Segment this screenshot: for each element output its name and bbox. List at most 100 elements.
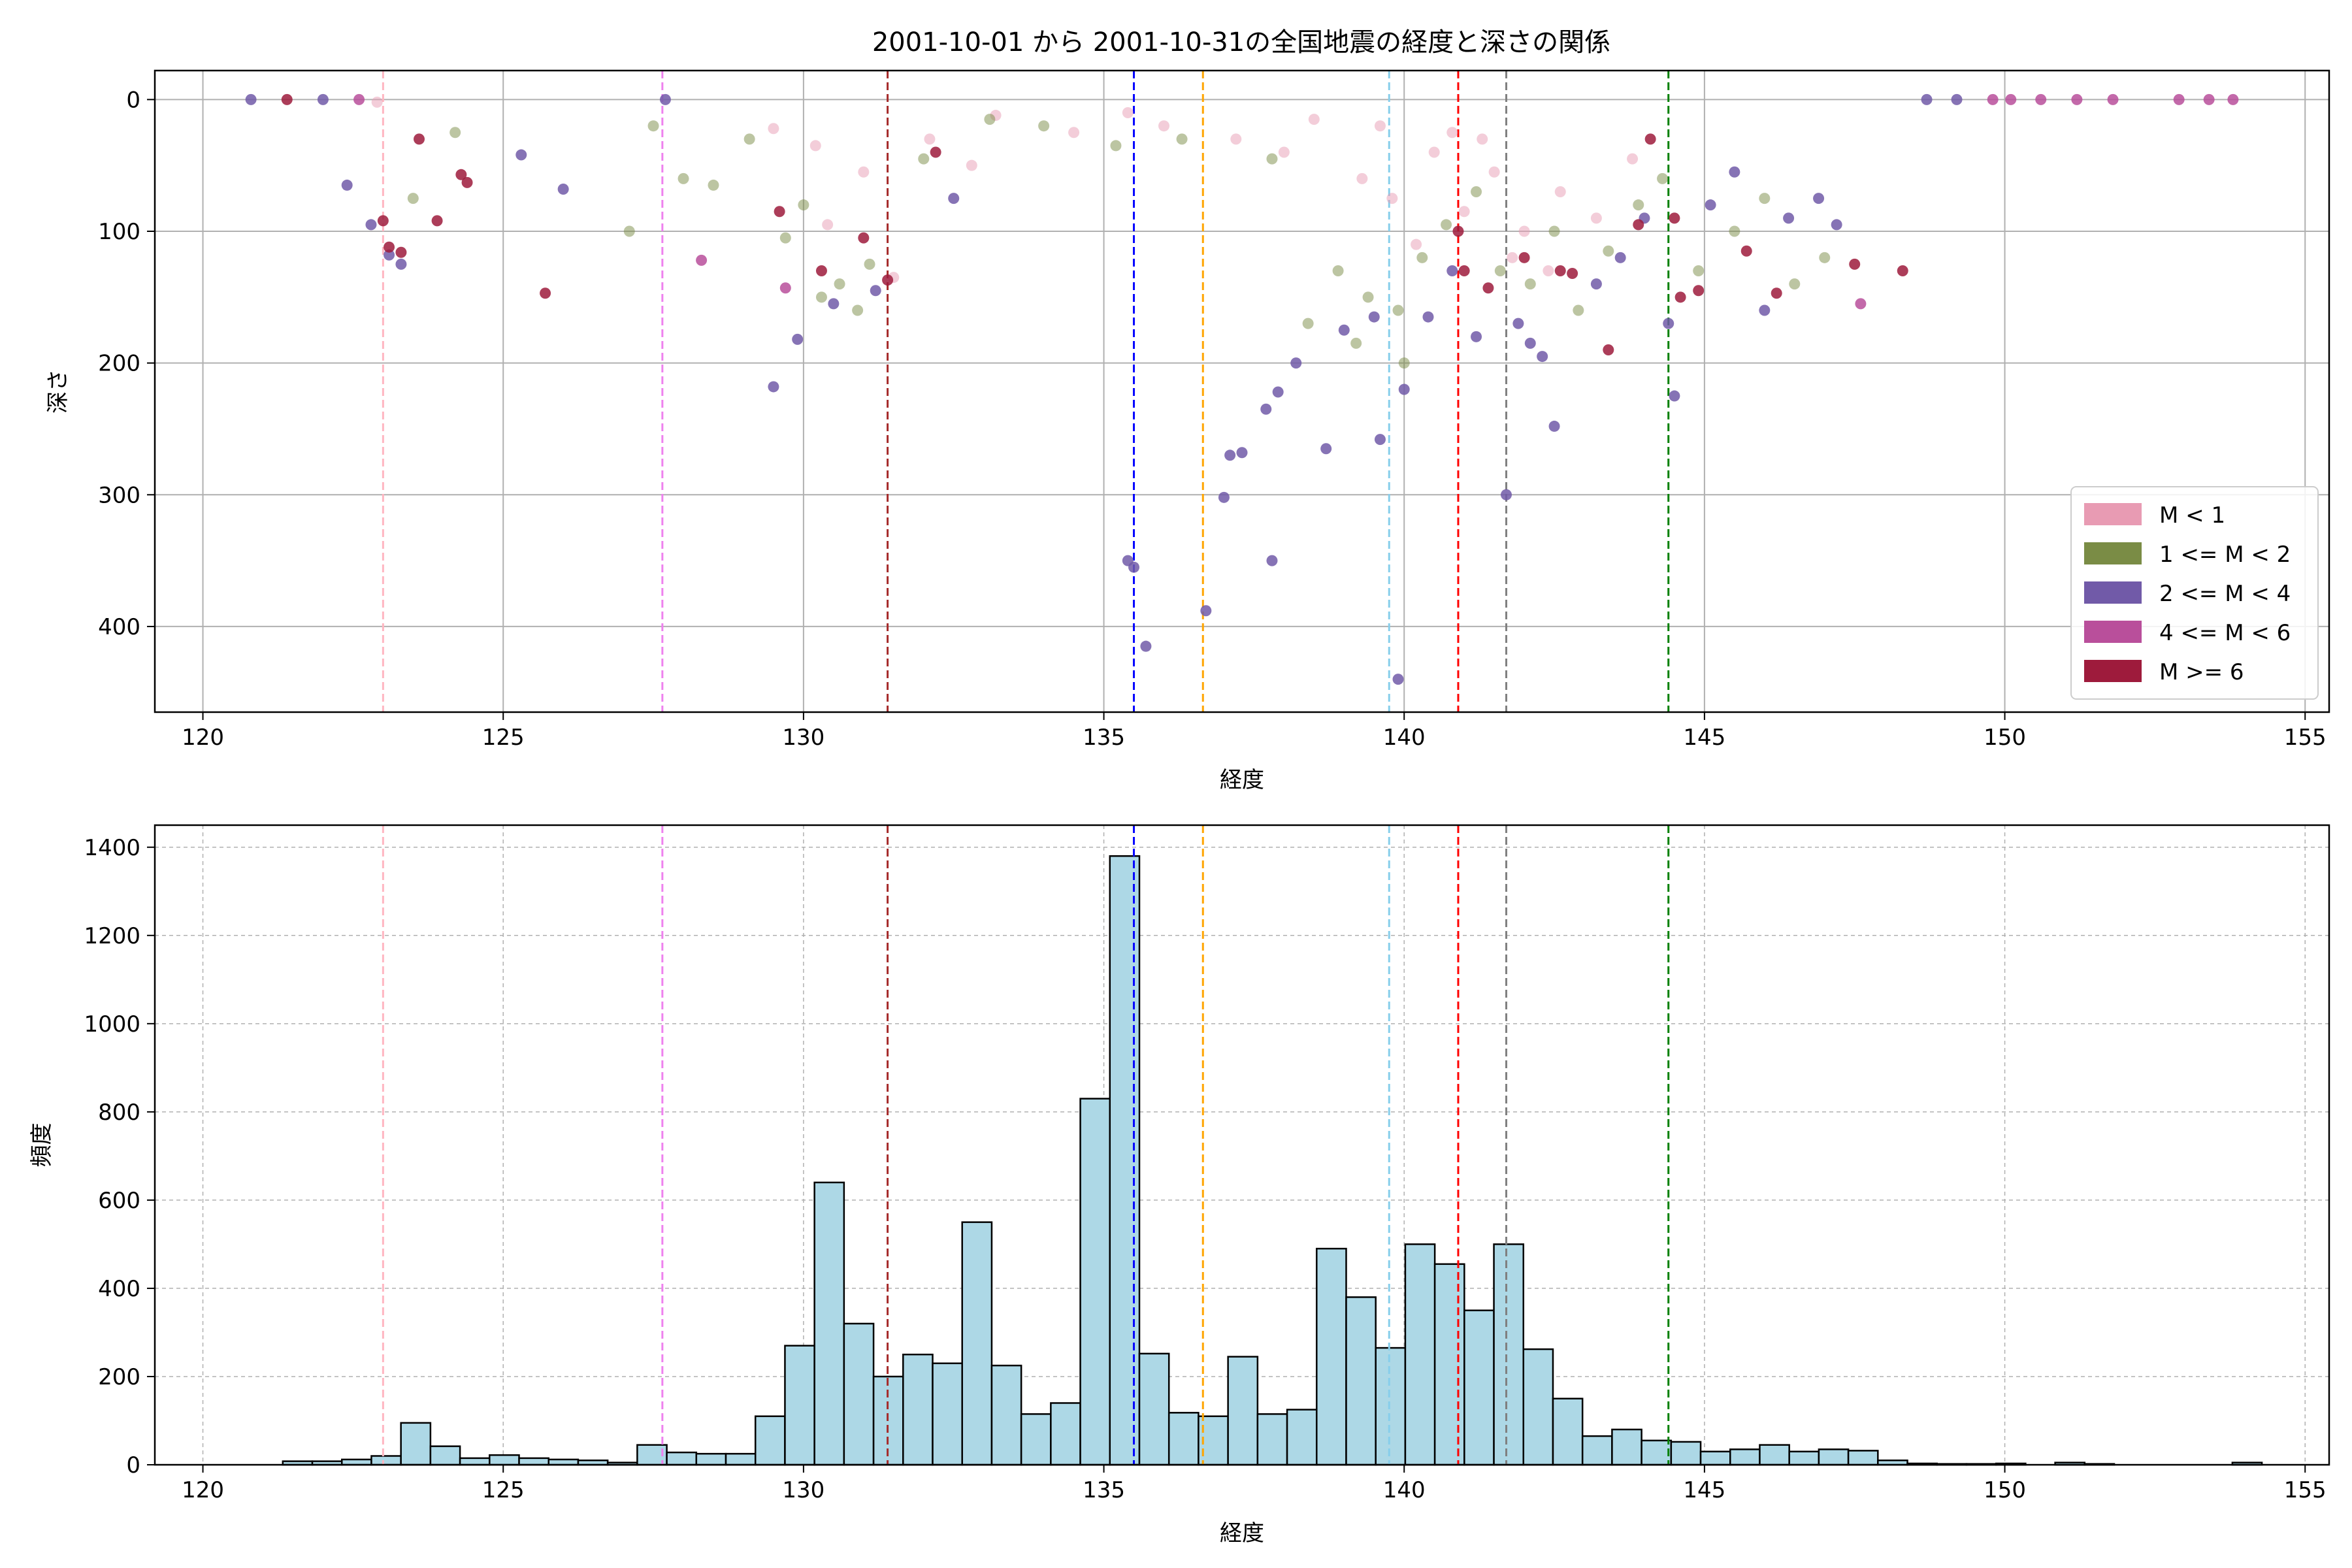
- scatter-point: [1399, 357, 1410, 368]
- scatter-point: [1633, 219, 1644, 230]
- histogram-bar: [815, 1183, 844, 1465]
- scatter-point: [1603, 344, 1614, 355]
- scatter-point: [1279, 147, 1290, 158]
- scatter-point: [1237, 447, 1248, 458]
- figure-title: 2001-10-01 から 2001-10-31の全国地震の経度と深さの関係: [872, 27, 1610, 57]
- scatter-point: [1393, 304, 1404, 316]
- scatter-point: [864, 259, 875, 270]
- scatter-point: [798, 199, 809, 210]
- scatter-point: [1266, 555, 1277, 566]
- scatter-legend: M < 11 <= M < 22 <= M < 44 <= M < 6M >= …: [2071, 487, 2318, 699]
- scatter-point: [1068, 127, 1079, 138]
- scatter-point: [384, 242, 395, 253]
- histogram-bar: [489, 1455, 519, 1465]
- scatter-point: [918, 154, 929, 165]
- histogram-bar: [1435, 1264, 1464, 1465]
- scatter-point: [395, 247, 406, 258]
- histogram-bar: [1730, 1449, 1759, 1465]
- scatter-point: [930, 147, 941, 158]
- scatter-point: [1266, 154, 1277, 165]
- hist-x-tick-label: 150: [1984, 1477, 2026, 1503]
- scatter-y-axis-label: 深さ: [45, 369, 71, 414]
- hist-x-tick-label: 130: [782, 1477, 825, 1503]
- scatter-x-tick-label: 120: [182, 725, 224, 751]
- scatter-point: [1849, 259, 1860, 270]
- scatter-point: [1375, 434, 1386, 445]
- scatter-point: [1675, 291, 1686, 302]
- histogram-bar: [1612, 1429, 1641, 1465]
- scatter-point: [1200, 605, 1211, 616]
- scatter-point: [1218, 492, 1230, 503]
- histogram-bar: [401, 1423, 431, 1465]
- hist-y-tick-label: 400: [98, 1276, 140, 1302]
- histogram-bar: [1759, 1445, 1789, 1465]
- scatter-point: [1771, 287, 1782, 299]
- scatter-point: [1260, 404, 1271, 415]
- scatter-point: [2108, 94, 2119, 105]
- histogram-bar: [1376, 1348, 1405, 1465]
- scatter-point: [1459, 206, 1470, 217]
- scatter-x-tick-label: 135: [1083, 725, 1125, 751]
- scatter-point: [1416, 252, 1428, 263]
- scatter-point: [1422, 312, 1433, 323]
- scatter-x-tick-label: 125: [482, 725, 525, 751]
- scatter-point: [1273, 387, 1284, 398]
- histogram-bar: [1405, 1244, 1435, 1465]
- scatter-point: [1669, 212, 1680, 223]
- hist-x-tick-label: 140: [1383, 1477, 1426, 1503]
- scatter-point: [540, 287, 551, 299]
- scatter-point: [1489, 167, 1500, 178]
- scatter-x-tick-label: 130: [782, 725, 825, 751]
- scatter-point: [1669, 391, 1680, 402]
- scatter-point: [768, 123, 779, 134]
- legend-label: 4 <= M < 6: [2159, 620, 2291, 646]
- scatter-point: [414, 133, 425, 144]
- scatter-point: [1446, 265, 1458, 276]
- hist-y-tick-label: 600: [98, 1188, 140, 1214]
- scatter-y-tick-label: 200: [98, 351, 140, 377]
- scatter-point: [852, 304, 863, 316]
- scatter-point: [708, 180, 719, 191]
- scatter-point: [792, 334, 803, 345]
- scatter-point: [1140, 641, 1151, 652]
- scatter-point: [1309, 114, 1320, 125]
- scatter-point: [1122, 107, 1134, 118]
- scatter-frame: [155, 71, 2329, 712]
- scatter-point: [1356, 173, 1367, 184]
- scatter-x-tick-label: 155: [2284, 725, 2327, 751]
- scatter-point: [1543, 265, 1554, 276]
- scatter-point: [948, 193, 959, 204]
- scatter-point: [1386, 193, 1397, 204]
- scatter-point: [984, 114, 995, 125]
- scatter-point: [648, 120, 659, 131]
- scatter-point: [395, 259, 406, 270]
- scatter-point: [1555, 186, 1566, 197]
- scatter-point: [558, 184, 569, 195]
- legend-label: M >= 6: [2159, 659, 2244, 685]
- scatter-point: [1303, 318, 1314, 329]
- scatter-point: [1537, 351, 1548, 362]
- scatter-point: [2071, 94, 2082, 105]
- scatter-point: [2005, 94, 2016, 105]
- scatter-point: [1783, 212, 1794, 223]
- scatter-point: [1819, 252, 1830, 263]
- histogram-bar: [962, 1222, 992, 1465]
- histogram-bar: [1081, 1099, 1110, 1465]
- histogram-bar: [1494, 1244, 1524, 1465]
- histogram-bar: [844, 1324, 874, 1465]
- scatter-point: [816, 265, 827, 276]
- hist-x-axis-label: 経度: [1220, 1520, 1264, 1546]
- histogram-bar: [431, 1446, 460, 1465]
- scatter-point: [1729, 167, 1740, 178]
- scatter-point: [624, 226, 635, 237]
- scatter-point: [372, 97, 383, 108]
- scatter-point: [1693, 265, 1704, 276]
- scatter-point: [1429, 147, 1440, 158]
- scatter-point: [816, 291, 827, 302]
- scatter-x-tick-label: 150: [1984, 725, 2026, 751]
- scatter-point: [1741, 246, 1752, 257]
- scatter-point: [2227, 94, 2238, 105]
- scatter-point: [1591, 278, 1602, 289]
- scatter-point: [2174, 94, 2185, 105]
